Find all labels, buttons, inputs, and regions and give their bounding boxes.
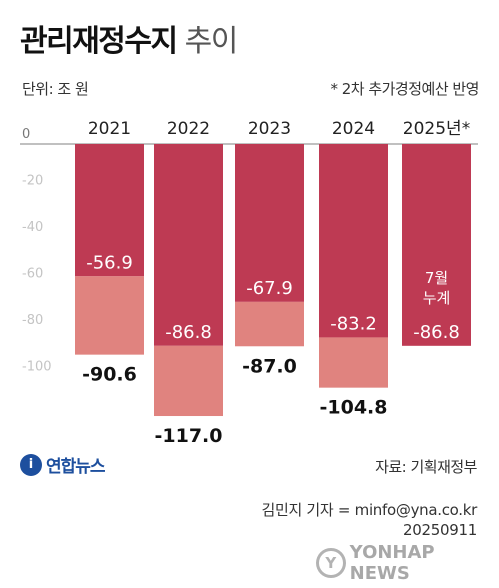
bar-light-segment [75, 276, 144, 355]
reporter-label: 김민지 기자 = minfo@yna.co.kr [261, 501, 477, 519]
inner-value-label: -86.8 [165, 322, 212, 343]
bar-light-segment [235, 301, 304, 347]
category-label: 2021 [88, 119, 131, 139]
watermark: Y YONHAP NEWS [316, 542, 499, 584]
y-tick-label: 0 [22, 127, 30, 142]
category-label: 2022 [167, 119, 210, 139]
date-label: 20250911 [403, 521, 477, 539]
watermark-text: YONHAP NEWS [349, 542, 435, 584]
bar-dark-segment [319, 144, 388, 338]
category-label: 2025년* [403, 119, 470, 139]
category-label: 2024 [332, 119, 375, 139]
bar-dark-segment [154, 144, 223, 346]
total-value-label: -104.8 [320, 397, 388, 419]
bar-dark-segment [75, 144, 144, 277]
y-tick-label: -100 [22, 360, 52, 375]
title-sub: 추이 [184, 24, 239, 59]
annotation-label: 누계 [423, 289, 451, 307]
total-value-label: -87.0 [242, 355, 297, 377]
inner-value-label: -83.2 [330, 313, 377, 334]
inner-value-label: -86.8 [413, 322, 460, 343]
yonhap-logo-icon: i [20, 453, 42, 476]
bar-light-segment [319, 337, 388, 388]
inner-value-label: -67.9 [246, 278, 293, 299]
y-tick-label: -20 [22, 174, 43, 189]
footnote-label: * 2차 추가경정예산 반영 [330, 80, 479, 98]
y-tick-label: -80 [22, 313, 43, 328]
category-label: 2023 [248, 119, 291, 139]
bar-dark-segment [402, 144, 471, 346]
annotation-label: 7월 [425, 269, 448, 287]
yonhap-logo: i 연합뉴스 [20, 452, 106, 477]
credit: 김민지 기자 = minfo@yna.co.kr 20250911 [261, 500, 477, 540]
bar-dark-segment [235, 144, 304, 302]
chart-title: 관리재정수지 추이 [20, 16, 239, 60]
source-label: 자료: 기획재정부 [375, 458, 477, 476]
bar-light-segment [154, 345, 223, 417]
yonhap-logo-text: 연합뉴스 [46, 457, 106, 477]
title-main: 관리재정수지 [20, 24, 178, 59]
total-value-label: -117.0 [155, 425, 223, 447]
unit-label: 단위: 조 원 [22, 80, 89, 98]
y-tick-label: -60 [22, 267, 43, 282]
inner-value-label: -56.9 [86, 252, 133, 273]
total-value-label: -90.6 [82, 364, 137, 386]
y-tick-label: -40 [22, 220, 43, 235]
watermark-icon: Y [316, 548, 346, 578]
